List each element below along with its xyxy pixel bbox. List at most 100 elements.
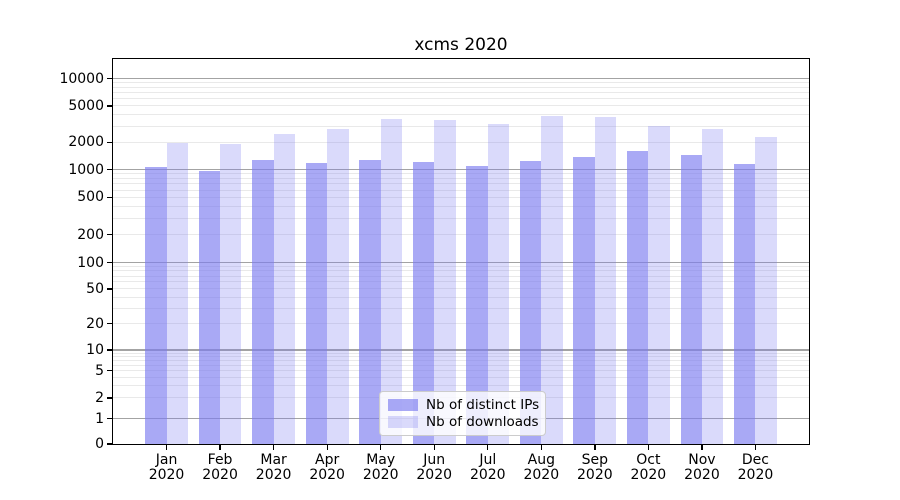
bar-jan-downloads: [166, 142, 188, 444]
x-tick-label-aug: Aug 2020: [511, 453, 571, 483]
bar-mar-distinct-ips: [252, 160, 274, 444]
bar-mar-downloads: [273, 133, 295, 444]
y-tick-mark: [106, 196, 112, 199]
bar-nov-distinct-ips: [680, 155, 702, 444]
gridline-minor: [113, 364, 809, 366]
y-tick-label-0: 0: [95, 436, 104, 452]
y-tick-mark: [106, 288, 112, 290]
gridline-minor: [113, 266, 809, 267]
bar-jun-distinct-ips: [412, 161, 435, 444]
gridline-minor: [113, 234, 809, 235]
x-tick-month: Sep: [581, 452, 609, 468]
x-tick-label-jan: Jan 2020: [137, 453, 197, 483]
bar-nov-downloads: [701, 128, 724, 444]
x-tick-year: 2020: [523, 467, 560, 483]
legend: Nb of distinct IPs Nb of downloads: [379, 391, 546, 436]
y-tick-mark: [106, 168, 112, 171]
y-tick-label-5: 5: [95, 362, 104, 379]
y-tick-mark: [106, 77, 112, 80]
x-tick-mark: [326, 445, 328, 450]
y-tick-label-500: 500: [77, 189, 104, 206]
y-tick-label-20: 20: [86, 315, 104, 332]
bar-apr-downloads: [327, 129, 349, 444]
legend-swatch-distinct-ips: [388, 399, 418, 411]
x-tick-year: 2020: [309, 467, 345, 483]
bar-oct-downloads: [648, 125, 670, 444]
x-tick-month: Mar: [260, 452, 287, 468]
bar-apr-distinct-ips: [305, 163, 328, 444]
gridline-minor: [113, 360, 809, 362]
x-tick-label-feb: Feb 2020: [190, 453, 250, 483]
x-tick-label-dec: Dec 2020: [725, 453, 785, 483]
legend-entry-downloads: Nb of downloads: [388, 414, 539, 430]
gridline-minor: [113, 189, 809, 191]
legend-label-distinct-ips: Nb of distinct IPs: [426, 397, 540, 413]
x-tick-year: 2020: [469, 467, 506, 483]
bar-sep-downloads: [594, 117, 617, 444]
y-tick-label-10: 10: [86, 342, 104, 358]
x-tick-mark: [487, 445, 489, 450]
gridline-minor: [113, 86, 809, 88]
gridline-minor: [113, 307, 809, 309]
chart-title: xcms 2020: [414, 35, 508, 55]
y-tick-label-2: 2: [95, 389, 104, 406]
x-tick-year: 2020: [577, 467, 613, 483]
y-tick-label-1: 1: [95, 410, 104, 427]
x-tick-label-sep: Sep 2020: [565, 453, 625, 483]
x-tick-year: 2020: [416, 467, 453, 483]
y-tick-mark: [106, 417, 112, 420]
x-tick-label-jul: Jul 2020: [458, 453, 518, 483]
gridline-minor: [113, 352, 809, 354]
bar-feb-downloads: [220, 143, 242, 444]
bar-jul-downloads: [487, 123, 510, 444]
y-tick-mark: [106, 370, 112, 372]
gridline-minor: [113, 173, 809, 175]
gridline-major: [113, 77, 809, 80]
x-tick-month: Apr: [315, 452, 340, 468]
x-tick-year: 2020: [255, 467, 292, 483]
gridline-minor: [113, 206, 809, 207]
y-tick-label-10000: 10000: [59, 70, 104, 87]
bar-may-downloads: [380, 119, 403, 444]
bar-aug-downloads: [541, 115, 563, 444]
bar-feb-distinct-ips: [198, 170, 221, 444]
gridline-minor: [113, 270, 809, 272]
y-tick-mark: [106, 261, 112, 264]
x-tick-mark: [647, 445, 650, 450]
bar-jan-distinct-ips: [145, 167, 167, 444]
x-tick-mark: [540, 445, 542, 450]
gridline-minor: [113, 196, 809, 198]
gridline-minor: [113, 296, 809, 298]
x-tick-year: 2020: [202, 467, 238, 483]
x-tick-month: Oct: [636, 452, 661, 468]
y-tick-mark: [106, 233, 112, 236]
x-tick-year: 2020: [737, 467, 774, 483]
x-tick-mark: [594, 445, 596, 450]
y-tick-mark: [106, 323, 112, 325]
x-tick-year: 2020: [630, 467, 667, 483]
bar-sep-distinct-ips: [573, 156, 595, 444]
legend-swatch-downloads: [388, 416, 418, 428]
y-tick-mark: [106, 105, 112, 107]
x-tick-month: Jul: [479, 452, 497, 468]
x-tick-month: Aug: [527, 452, 555, 468]
x-tick-mark: [433, 445, 435, 450]
bar-dec-distinct-ips: [734, 164, 756, 444]
gridline-minor: [113, 323, 809, 325]
y-tick-mark: [106, 397, 112, 399]
gridline-major: [113, 168, 809, 171]
gridline-minor: [113, 105, 809, 107]
x-tick-month: Nov: [688, 452, 716, 468]
x-tick-month: Feb: [207, 452, 233, 468]
y-tick-label-1000: 1000: [68, 161, 104, 178]
bar-aug-distinct-ips: [519, 161, 542, 444]
x-tick-label-jun: Jun 2020: [404, 453, 464, 483]
x-tick-label-oct: Oct 2020: [618, 453, 678, 483]
y-tick-mark: [106, 141, 112, 143]
bar-oct-distinct-ips: [626, 151, 649, 444]
x-tick-label-nov: Nov 2020: [672, 453, 732, 483]
gridline-minor: [113, 125, 809, 127]
y-tick-label-100: 100: [77, 254, 104, 271]
gridline-minor: [113, 288, 809, 290]
bar-may-distinct-ips: [359, 160, 381, 444]
